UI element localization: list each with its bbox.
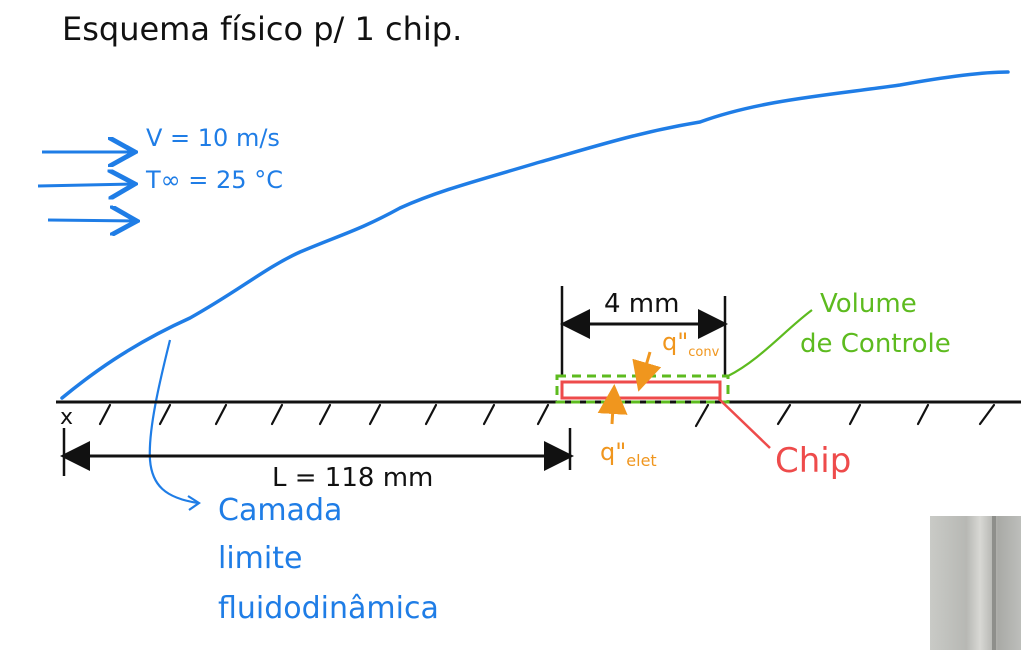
- q-conv-symbol: q": [662, 328, 688, 356]
- q-elet-subscript: elet: [626, 451, 656, 470]
- free-stream-arrows: [37, 152, 134, 221]
- control-volume: [555, 374, 730, 404]
- control-volume-label-1: Volume: [820, 289, 917, 319]
- control-volume-label-2: de Controle: [800, 329, 951, 359]
- webcam-overlay: [930, 516, 1021, 650]
- dimension-label-L: L = 118 mm: [272, 463, 433, 493]
- q-conv-subscript: conv: [688, 345, 719, 360]
- boundary-layer-label-3: fluidodinâmica: [218, 591, 439, 626]
- title: Esquema físico p/ 1 chip.: [62, 10, 462, 48]
- boundary-layer-pointer-head: [187, 495, 201, 511]
- webcam-background-door: [992, 516, 996, 650]
- q-elet-label: q"elet: [600, 438, 657, 470]
- chip-pointer: [717, 397, 771, 449]
- control-volume-pointer: [727, 309, 813, 377]
- dimension-label-chip: 4 mm: [604, 289, 679, 319]
- flow-arrow-3: [47, 220, 134, 221]
- plate-hatching: [98, 403, 996, 428]
- q-elet-symbol: q": [600, 438, 626, 466]
- chip-label: Chip: [775, 441, 851, 481]
- boundary-layer-label-2: limite: [218, 541, 302, 576]
- q-conv-label: q"conv: [662, 328, 720, 360]
- origin-label: x: [60, 405, 73, 430]
- boundary-layer-label-1: Camada: [218, 493, 342, 528]
- velocity-label: V = 10 m/s: [146, 124, 280, 152]
- temperature-label: T∞ = 25 °C: [145, 166, 283, 194]
- q-elet-arrow: [597, 384, 628, 425]
- flow-arrow-2: [37, 184, 132, 186]
- boundary-layer-pointer: [148, 339, 199, 505]
- boundary-layer-curve: [60, 70, 1010, 400]
- q-conv-arrow: [632, 351, 662, 392]
